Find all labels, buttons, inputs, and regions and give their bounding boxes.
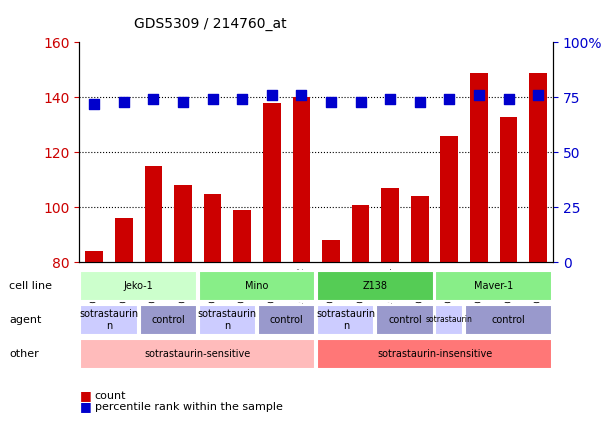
Bar xyxy=(203,194,222,423)
Point xyxy=(356,98,365,105)
Text: GDS5309 / 214760_at: GDS5309 / 214760_at xyxy=(134,16,287,30)
Bar xyxy=(411,196,429,423)
Bar xyxy=(465,305,552,335)
Text: control: control xyxy=(152,315,185,325)
Point xyxy=(208,96,218,103)
Bar xyxy=(317,305,375,335)
Text: count: count xyxy=(95,390,126,401)
Text: control: control xyxy=(492,315,525,325)
Point xyxy=(119,98,129,105)
Bar xyxy=(376,305,434,335)
Point xyxy=(148,96,158,103)
Text: percentile rank within the sample: percentile rank within the sample xyxy=(95,402,282,412)
Text: sotrastaurin
n: sotrastaurin n xyxy=(79,309,139,331)
Bar xyxy=(317,339,552,369)
Bar xyxy=(352,205,370,423)
Text: control: control xyxy=(388,315,422,325)
Bar xyxy=(293,97,310,423)
Text: sotrastaurin
n: sotrastaurin n xyxy=(198,309,257,331)
Bar xyxy=(233,210,251,423)
Bar xyxy=(381,188,399,423)
Bar xyxy=(86,251,103,423)
Bar xyxy=(500,117,518,423)
Text: sotrastaurin-insensitive: sotrastaurin-insensitive xyxy=(377,349,492,359)
Bar xyxy=(470,73,488,423)
Bar xyxy=(441,136,458,423)
Bar xyxy=(174,185,192,423)
Bar xyxy=(258,305,315,335)
Point xyxy=(474,92,484,99)
Text: sotrastaurin-sensitive: sotrastaurin-sensitive xyxy=(145,349,251,359)
Bar xyxy=(263,103,280,423)
Text: Maver-1: Maver-1 xyxy=(474,281,513,291)
Text: ■: ■ xyxy=(79,389,91,402)
Text: ■: ■ xyxy=(79,401,91,413)
Point xyxy=(267,92,277,99)
Point xyxy=(178,98,188,105)
Bar xyxy=(322,240,340,423)
Point xyxy=(89,101,99,107)
Bar xyxy=(436,305,463,335)
Bar xyxy=(436,271,552,301)
Text: control: control xyxy=(269,315,304,325)
Text: cell line: cell line xyxy=(9,281,52,291)
Bar xyxy=(199,305,256,335)
Point xyxy=(533,92,543,99)
Bar xyxy=(145,166,163,423)
Point xyxy=(237,96,247,103)
Bar xyxy=(80,271,197,301)
Point xyxy=(503,96,513,103)
Text: Jeko-1: Jeko-1 xyxy=(124,281,153,291)
Point xyxy=(415,98,425,105)
Point xyxy=(326,98,336,105)
Point xyxy=(444,96,454,103)
Bar xyxy=(199,271,315,301)
Bar xyxy=(139,305,197,335)
Text: agent: agent xyxy=(9,315,42,325)
Text: Z138: Z138 xyxy=(363,281,388,291)
Text: sotrastaurin
n: sotrastaurin n xyxy=(316,309,375,331)
Bar xyxy=(115,218,133,423)
Bar xyxy=(80,305,137,335)
Bar xyxy=(529,73,547,423)
Bar xyxy=(317,271,434,301)
Bar xyxy=(80,339,315,369)
Text: other: other xyxy=(9,349,39,359)
Text: Mino: Mino xyxy=(245,281,269,291)
Point xyxy=(296,92,306,99)
Text: sotrastaurin: sotrastaurin xyxy=(426,316,473,324)
Point xyxy=(386,96,395,103)
